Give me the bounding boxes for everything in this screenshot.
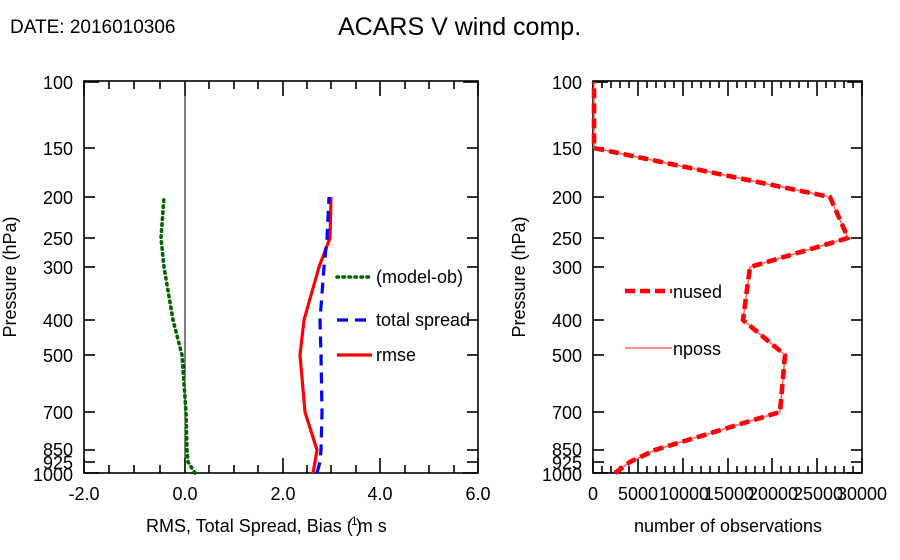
right-xaxis-title: number of observations (634, 516, 822, 536)
right-xtick-label-3: 15000 (704, 484, 754, 504)
right-xtick-label-1: 5000 (618, 484, 658, 504)
right-legend: nused nposs (625, 282, 722, 359)
legend-label-total-spread: total spread (376, 310, 470, 330)
left-y-ticks (84, 81, 478, 474)
left-ytick-label-0: 100 (43, 73, 73, 93)
left-plot-frame (83, 80, 479, 474)
left-ytick-label-6: 500 (43, 346, 73, 366)
right-ytick-label-9: 925 (552, 453, 582, 473)
left-ytick-label-2: 200 (43, 188, 73, 208)
right-panel: 100 150 200 250 300 400 500 700 850 925 … (509, 73, 887, 536)
right-x-ticks (592, 81, 863, 473)
right-xtick-label-0: 0 (588, 484, 598, 504)
right-y-ticks (593, 81, 862, 474)
right-ytick-label-8: 850 (552, 440, 582, 460)
left-xaxis-title-main: RMS, Total Spread, Bias ( m s (146, 516, 387, 536)
left-legend: (model-ob) total spread rmse (335, 267, 470, 365)
left-ytick-label-10: 1000 (33, 465, 73, 485)
left-ytick-label-5: 400 (43, 311, 73, 331)
right-xtick-label-6: 30000 (837, 484, 887, 504)
right-xtick-label-4: 20000 (748, 484, 798, 504)
left-xtick-label-2: 2.0 (270, 484, 295, 504)
left-xtick-label-1: 0.0 (172, 484, 197, 504)
left-xtick-label-3: 4.0 (367, 484, 392, 504)
right-xtick-label-2: 10000 (659, 484, 709, 504)
left-ytick-label-9: 925 (43, 453, 73, 473)
left-x-ticks (83, 81, 479, 473)
right-ytick-label-3: 250 (552, 229, 582, 249)
left-panel: 100 150 200 250 300 400 500 700 850 925 … (0, 73, 491, 536)
right-ytick-label-4: 300 (552, 258, 582, 278)
left-ytick-label-1: 150 (43, 139, 73, 159)
left-ytick-label-7: 700 (43, 403, 73, 423)
right-ytick-label-6: 500 (552, 346, 582, 366)
right-plot-frame (592, 80, 863, 474)
legend-label-nused: nused (673, 282, 722, 302)
right-ytick-label-5: 400 (552, 311, 582, 331)
left-ytick-label-8: 850 (43, 440, 73, 460)
left-xtick-label-4: 6.0 (465, 484, 490, 504)
right-xtick-label-5: 25000 (793, 484, 843, 504)
left-yaxis-title: Pressure (hPa) (0, 216, 20, 337)
right-ytick-label-10: 1000 (542, 465, 582, 485)
series-nused (591, 82, 851, 475)
legend-label-bias: (model-ob) (376, 267, 463, 287)
series-bias (159, 195, 197, 475)
left-xaxis-title-tail: ) (356, 516, 362, 536)
right-yaxis-title: Pressure (hPa) (509, 216, 529, 337)
left-xtick-label-0: -2.0 (68, 484, 99, 504)
legend-label-rmse: rmse (376, 345, 416, 365)
left-xaxis-title-sup: -1 (347, 514, 358, 528)
right-ytick-label-1: 150 (552, 139, 582, 159)
right-ytick-label-2: 200 (552, 188, 582, 208)
legend-label-nposs: nposs (673, 339, 721, 359)
right-ytick-label-7: 700 (552, 403, 582, 423)
series-nposs (593, 82, 849, 474)
date-label: DATE: 2016010306 (10, 17, 176, 38)
left-ytick-label-3: 250 (43, 229, 73, 249)
right-ytick-label-0: 100 (552, 73, 582, 93)
series-total-spread (315, 196, 331, 474)
left-ytick-label-4: 300 (43, 258, 73, 278)
figure-title: ACARS V wind comp. (338, 13, 582, 41)
